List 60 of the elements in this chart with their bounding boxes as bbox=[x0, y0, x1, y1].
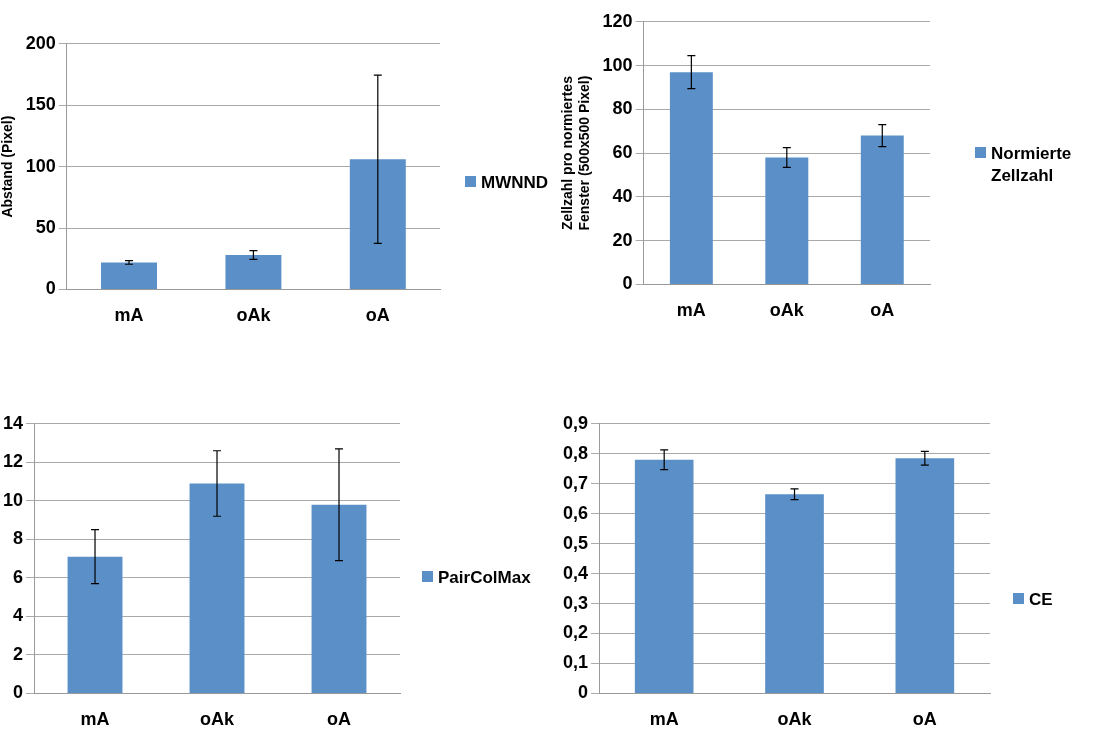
y-tick-label: 0,9 bbox=[562, 412, 589, 433]
bar bbox=[349, 159, 406, 289]
y-tick-label: 0 bbox=[45, 278, 56, 299]
y-tick-label: 0,2 bbox=[562, 622, 589, 643]
x-tick-label: oAk bbox=[200, 709, 235, 730]
y-tick-label: 200 bbox=[25, 32, 56, 53]
x-tick-label: mA bbox=[114, 305, 144, 326]
y-tick-label: 0 bbox=[578, 682, 589, 703]
y-tick-label: 2 bbox=[13, 643, 24, 664]
x-tick-label: mA bbox=[676, 300, 706, 321]
y-tick-label: 12 bbox=[2, 451, 24, 472]
bar bbox=[311, 504, 367, 693]
y-tick-label: 0,5 bbox=[562, 532, 589, 553]
bar bbox=[895, 458, 955, 693]
bar bbox=[765, 157, 809, 284]
x-tick-label: oA bbox=[365, 305, 390, 326]
y-tick-label: 0 bbox=[622, 273, 633, 294]
y-tick-label: 0,1 bbox=[562, 652, 589, 673]
y-tick-label: 4 bbox=[13, 605, 24, 626]
bar bbox=[225, 255, 282, 289]
y-tick-label: 40 bbox=[612, 185, 633, 206]
y-axis-title: Abstand (Pixel) bbox=[0, 115, 16, 218]
y-tick-label: 80 bbox=[612, 98, 633, 119]
y-tick-label: 14 bbox=[2, 412, 24, 433]
y-tick-label: 100 bbox=[25, 155, 56, 176]
y-tick-label: 8 bbox=[13, 528, 24, 549]
y-tick-label: 10 bbox=[2, 489, 24, 510]
bar bbox=[669, 72, 713, 284]
y-tick-label: 120 bbox=[602, 10, 633, 31]
y-tick-label: 0,8 bbox=[562, 442, 589, 463]
bar bbox=[765, 494, 824, 693]
bar bbox=[634, 459, 694, 693]
bar bbox=[189, 483, 245, 693]
y-tick-label: 0 bbox=[13, 682, 24, 703]
legend-label: CE bbox=[1029, 589, 1053, 611]
y-tick-label: 0,6 bbox=[562, 502, 589, 523]
y-tick-label: 0,4 bbox=[562, 562, 589, 583]
x-tick-label: oAk bbox=[769, 300, 805, 321]
y-tick-label: 6 bbox=[13, 566, 24, 587]
legend-label: MWNND bbox=[481, 172, 549, 194]
y-tick-label: 150 bbox=[25, 94, 56, 115]
legend-label: PairColMax bbox=[438, 567, 531, 589]
y-axis-title: Zellzahl pro normiertes Fenster (500x500 Pixel) bbox=[559, 75, 593, 231]
x-tick-label: mA bbox=[649, 709, 679, 730]
y-tick-label: 100 bbox=[602, 54, 633, 75]
y-tick-label: 60 bbox=[612, 142, 633, 163]
x-tick-label: mA bbox=[80, 709, 110, 730]
bar bbox=[101, 262, 158, 289]
x-tick-label: oAk bbox=[777, 709, 813, 730]
y-tick-label: 20 bbox=[612, 229, 633, 250]
y-tick-label: 50 bbox=[35, 216, 56, 237]
x-tick-label: oA bbox=[912, 709, 937, 730]
x-tick-label: oAk bbox=[236, 305, 272, 326]
x-tick-label: oA bbox=[870, 300, 895, 321]
y-tick-label: 0,7 bbox=[562, 472, 589, 493]
x-tick-label: oA bbox=[327, 709, 351, 730]
y-tick-label: 0,3 bbox=[562, 592, 589, 613]
bar bbox=[860, 135, 904, 284]
legend-label: Normierte Zellzahl bbox=[991, 143, 1073, 187]
bar bbox=[67, 556, 123, 693]
